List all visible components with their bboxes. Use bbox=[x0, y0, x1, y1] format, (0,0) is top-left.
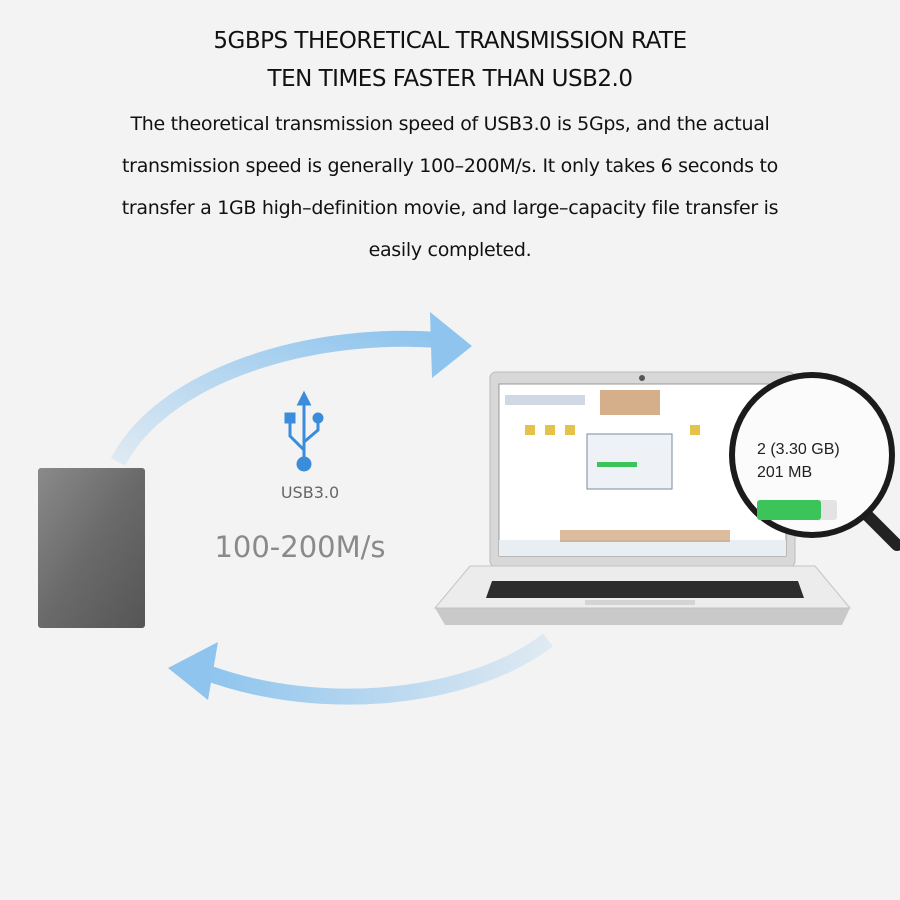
magnifier-icon bbox=[729, 372, 900, 551]
speed-label: 100-200M/s bbox=[214, 530, 386, 564]
heading-line-1: 5GBPS THEORETICAL TRANSMISSION RATE bbox=[213, 28, 687, 54]
description-line-3: transfer a 1GB high–definition movie, an… bbox=[121, 197, 779, 219]
description-line-4: easily completed. bbox=[368, 239, 532, 261]
magnifier-transfer-text: 201 MB bbox=[757, 464, 813, 481]
arrow-bottom-icon bbox=[168, 633, 553, 705]
description-line-1: The theoretical transmission speed of US… bbox=[130, 113, 770, 135]
usb-label: USB3.0 bbox=[280, 483, 340, 502]
heading-line-2: TEN TIMES FASTER THAN USB2.0 bbox=[267, 66, 633, 92]
hard-drive bbox=[38, 468, 145, 628]
arrow-top-icon bbox=[110, 312, 472, 466]
usb-icon bbox=[284, 390, 324, 472]
magnifier-size-text: 2 (3.30 GB) bbox=[757, 441, 840, 458]
description-line-2: transmission speed is generally 100–200M… bbox=[122, 155, 778, 177]
progress-bar bbox=[757, 500, 821, 520]
